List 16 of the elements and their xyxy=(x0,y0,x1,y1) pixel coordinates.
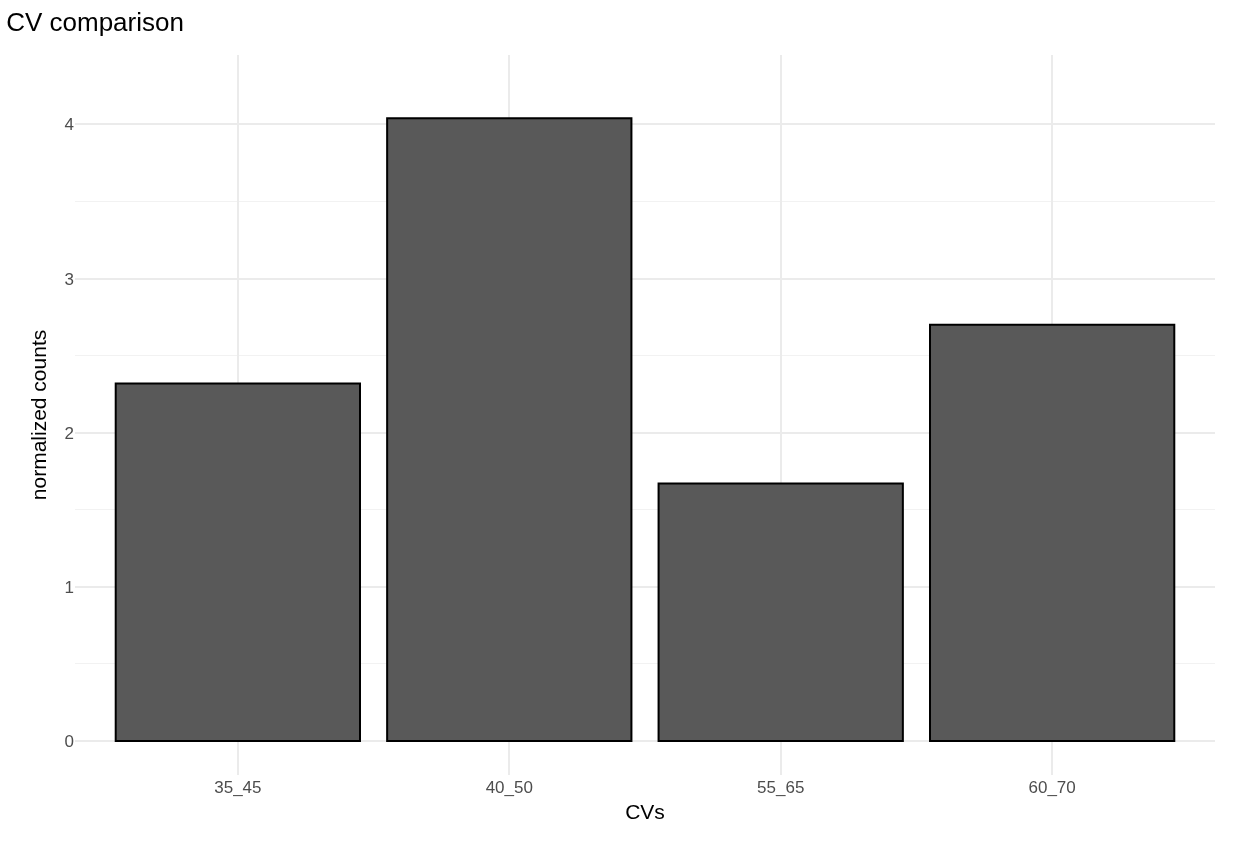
y-tick-label: 0 xyxy=(64,732,74,752)
bar xyxy=(114,382,361,743)
y-tick-label: 4 xyxy=(64,115,74,135)
x-tick-label: 55_65 xyxy=(757,778,805,797)
x-tick-label: 40_50 xyxy=(485,778,533,797)
x-tick-label: 60_70 xyxy=(1028,778,1076,797)
bar xyxy=(657,482,904,743)
y-tick-label: 1 xyxy=(64,577,74,597)
bar xyxy=(929,323,1176,743)
y-tick-label: 3 xyxy=(64,269,74,289)
y-tick-label: 2 xyxy=(64,423,74,443)
bar xyxy=(386,117,633,743)
y-axis-title: normalized counts xyxy=(26,329,50,501)
chart-title: CV comparison xyxy=(6,6,184,37)
x-axis-title: CVs xyxy=(625,800,665,824)
x-tick-label: 35_45 xyxy=(214,778,262,797)
